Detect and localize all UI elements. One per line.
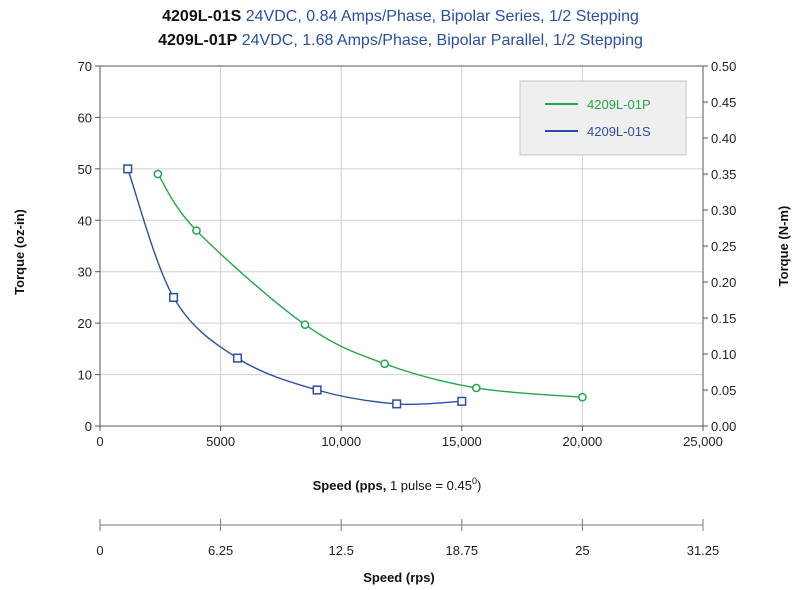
y-axis-left-title: Torque (oz-in) [12, 209, 27, 295]
title-model-01s: 4209L-01S [162, 8, 242, 25]
x-tick-label: 15,000 [442, 434, 482, 449]
chart-title-line-1: 4209L-01S 24VDC, 0.84 Amps/Phase, Bipola… [0, 8, 801, 26]
y2-tick-label: 0.20 [711, 275, 736, 290]
y-tick-label: 70 [78, 59, 92, 74]
data-point-4209l-01s [232, 353, 243, 363]
y2-tick-label: 0.30 [711, 203, 736, 218]
y2-tick-label: 0.25 [711, 239, 736, 254]
data-point-4209l-01p [192, 226, 201, 235]
x-tick-label: 5000 [206, 434, 235, 449]
axis-ticks: 0 5000 10,000 15,000 20,000 25,000 0 10 20 30 40 50… [78, 59, 737, 449]
rps-axis-title: Speed (rps) [363, 570, 435, 585]
x-tick-label: 20,000 [563, 434, 603, 449]
x-tick-label: 0 [96, 434, 103, 449]
legend: 4209L-01P 4209L-01S [519, 80, 687, 156]
rps-tick-label: 12.5 [329, 543, 354, 558]
rps-axis: 0 6.25 12.5 18.75 25 31.25 [96, 519, 719, 558]
series-layer [123, 164, 587, 409]
data-point-4209l-01p [471, 383, 481, 393]
data-point-4209l-01p [153, 169, 163, 179]
data-point-4209l-01s [392, 399, 402, 409]
y-tick-label: 0 [85, 419, 92, 434]
y-tick-label: 60 [78, 110, 92, 125]
legend-label-01p: 4209L-01P [587, 97, 651, 112]
data-point-4209l-01s [169, 292, 179, 302]
data-point-4209l-01p [578, 392, 587, 402]
rps-tick-label: 6.25 [208, 543, 233, 558]
y2-tick-label: 0.15 [711, 311, 736, 326]
x-axis-title: Speed (pps, 1 pulse = 0.450) [313, 476, 482, 493]
y2-tick-label: 0.10 [711, 347, 736, 362]
rps-tick-label: 0 [96, 543, 103, 558]
y-tick-label: 50 [78, 162, 92, 177]
legend-box [519, 80, 687, 156]
title-model-01p: 4209L-01P [158, 32, 238, 49]
y2-tick-label: 0.05 [711, 383, 736, 398]
series-line-4209l-01s [127, 168, 462, 406]
title-spec-01s: 24VDC, 0.84 Amps/Phase, Bipolar Series, … [245, 8, 639, 25]
y2-tick-label: 0.35 [711, 167, 736, 182]
y2-tick-label: 0.40 [711, 131, 736, 146]
x-axis-title-normal: 1 pulse = 0.45 [386, 478, 472, 493]
y-tick-label: 20 [78, 316, 92, 331]
data-point-4209l-01p [380, 359, 389, 369]
x-axis-title-sup: 0 [472, 476, 477, 486]
series-line-4209l-01p [157, 173, 583, 398]
chart-title-line-2: 4209L-01P 24VDC, 1.68 Amps/Phase, Bipola… [0, 32, 801, 50]
data-point-4209l-01p [300, 320, 310, 330]
y2-tick-label: 0.50 [711, 59, 736, 74]
data-point-4209l-01s [312, 385, 322, 395]
data-point-4209l-01s [123, 164, 133, 174]
y-tick-label: 10 [78, 368, 92, 383]
title-spec-01p: 24VDC, 1.68 Amps/Phase, Bipolar Parallel… [241, 32, 643, 49]
x-tick-label: 10,000 [321, 434, 361, 449]
y-tick-label: 30 [78, 265, 92, 280]
legend-label-01s: 4209L-01S [587, 124, 651, 139]
rps-tick-label: 31.25 [687, 543, 720, 558]
y2-tick-label: 0.00 [711, 419, 736, 434]
x-tick-label: 25,000 [683, 434, 723, 449]
y2-tick-label: 0.45 [711, 95, 736, 110]
y-tick-label: 40 [78, 213, 92, 228]
rps-tick-label: 18.75 [446, 543, 479, 558]
y-axis-right-title: Torque (N-m) [776, 206, 791, 287]
x-axis-title-bold: Speed (pps, [313, 478, 387, 493]
data-point-4209l-01s [457, 396, 467, 406]
rps-tick-label: 25 [575, 543, 589, 558]
x-axis-title-close: ) [477, 478, 481, 493]
